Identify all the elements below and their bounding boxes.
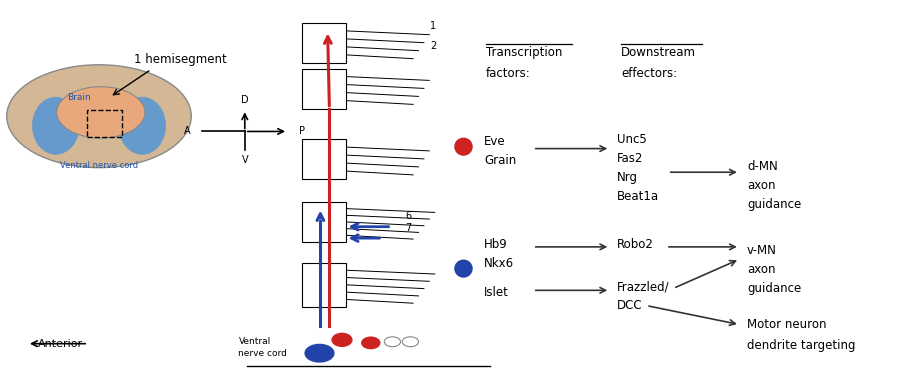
- Ellipse shape: [32, 97, 79, 154]
- Text: Eve: Eve: [484, 135, 506, 148]
- Ellipse shape: [332, 333, 352, 346]
- Polygon shape: [302, 202, 346, 242]
- Ellipse shape: [57, 87, 145, 138]
- Text: Fas2: Fas2: [616, 152, 643, 165]
- Text: Motor neuron: Motor neuron: [747, 318, 826, 331]
- Text: Hb9: Hb9: [484, 238, 508, 251]
- Ellipse shape: [402, 337, 418, 347]
- Text: V: V: [241, 155, 248, 165]
- Text: P: P: [299, 126, 305, 136]
- Text: Downstream: Downstream: [621, 46, 696, 59]
- Text: Ventral
nerve cord: Ventral nerve cord: [238, 338, 287, 357]
- Ellipse shape: [7, 65, 191, 168]
- Text: Grain: Grain: [484, 154, 517, 167]
- Text: Anterior: Anterior: [38, 339, 83, 349]
- Text: D: D: [241, 95, 248, 105]
- Ellipse shape: [454, 260, 472, 277]
- Text: effectors:: effectors:: [621, 67, 677, 80]
- Text: Transcription: Transcription: [486, 46, 562, 59]
- Text: guidance: guidance: [747, 198, 801, 211]
- Ellipse shape: [384, 337, 400, 347]
- Text: 1 hemisegment: 1 hemisegment: [133, 53, 227, 66]
- Text: axon: axon: [747, 179, 776, 192]
- Text: v-MN: v-MN: [747, 244, 777, 257]
- Ellipse shape: [454, 138, 472, 155]
- Text: 2: 2: [430, 41, 436, 51]
- Polygon shape: [302, 139, 346, 179]
- Text: Nrg: Nrg: [616, 171, 637, 184]
- Text: Brain: Brain: [68, 93, 91, 102]
- Text: factors:: factors:: [486, 67, 531, 80]
- Text: A: A: [184, 126, 191, 136]
- Polygon shape: [302, 263, 346, 307]
- Text: Islet: Islet: [484, 286, 509, 299]
- Text: Beat1a: Beat1a: [616, 190, 659, 203]
- Text: 1: 1: [430, 21, 436, 31]
- Text: Frazzled/: Frazzled/: [616, 280, 669, 293]
- Text: guidance: guidance: [747, 282, 801, 295]
- Ellipse shape: [305, 344, 334, 362]
- Text: Ventral nerve cord: Ventral nerve cord: [60, 161, 138, 170]
- Text: 7: 7: [405, 223, 411, 233]
- Text: d-MN: d-MN: [747, 160, 778, 173]
- Polygon shape: [302, 23, 346, 63]
- Text: 6: 6: [405, 211, 411, 221]
- Polygon shape: [302, 69, 346, 109]
- Ellipse shape: [119, 97, 166, 154]
- Text: dendrite targeting: dendrite targeting: [747, 339, 856, 352]
- Text: DCC: DCC: [616, 299, 642, 312]
- Text: Robo2: Robo2: [616, 238, 653, 251]
- Text: Nkx6: Nkx6: [484, 257, 514, 270]
- Ellipse shape: [362, 337, 380, 349]
- Text: axon: axon: [747, 263, 776, 276]
- Text: Unc5: Unc5: [616, 133, 646, 146]
